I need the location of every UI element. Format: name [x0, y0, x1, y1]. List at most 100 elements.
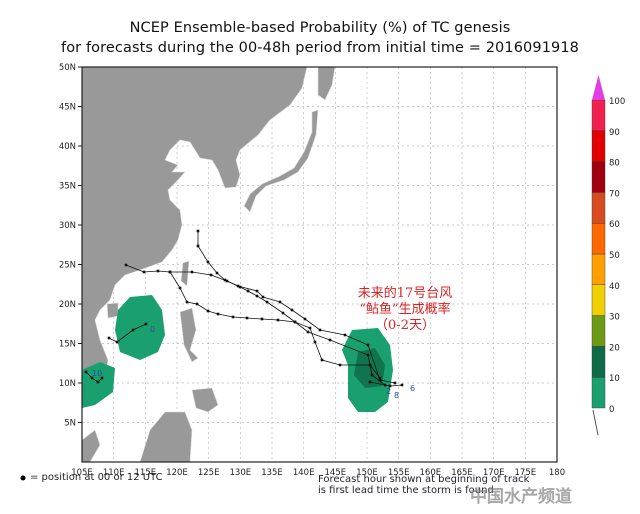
track-point — [278, 300, 282, 304]
track-point — [96, 380, 100, 384]
track-point — [231, 315, 235, 319]
colorbar-segment — [591, 161, 606, 193]
lon-label: 135E — [261, 468, 283, 478]
track-point — [190, 270, 194, 274]
lat-label: 10N — [59, 379, 76, 389]
track-point — [195, 302, 199, 306]
lon-label: 145E — [325, 468, 347, 478]
track-label: 6 — [410, 384, 415, 393]
note-line2: is first lead time the storm is found — [318, 485, 494, 496]
land-polygon — [106, 302, 119, 319]
track-point — [313, 340, 317, 344]
track-point — [206, 260, 210, 264]
probability-region — [82, 362, 115, 408]
track-point — [400, 383, 404, 387]
track-point — [318, 328, 322, 332]
track-point — [209, 273, 213, 277]
track-point — [388, 384, 392, 388]
colorbar-segment — [591, 222, 606, 255]
probability-shading — [82, 295, 393, 412]
probability-region — [354, 348, 385, 388]
annotation-line2: “鲇鱼”生成概率 — [359, 302, 451, 317]
colorbar-label: 0 — [609, 405, 614, 415]
land-polygon — [82, 67, 308, 399]
track-point — [303, 317, 307, 321]
track-label: 0 — [150, 325, 155, 334]
track-point — [366, 343, 370, 347]
track-point — [320, 358, 324, 362]
position-marker-icon — [20, 475, 26, 481]
track-line — [85, 371, 103, 383]
track-point — [185, 300, 189, 304]
track-point — [308, 326, 312, 330]
track-line — [197, 231, 386, 386]
forecast-note: Forecast hour shown at beginning of trac… — [318, 474, 529, 496]
track-point — [144, 322, 148, 326]
track-point — [90, 376, 94, 380]
lon-label: 140E — [293, 468, 315, 478]
genesis-annotation: 未来的17号台风 “鲇鱼”生成概率 （0-2天） — [345, 286, 465, 334]
track-point — [261, 295, 265, 299]
colorbar-label: 70 — [609, 189, 620, 199]
track-point — [196, 229, 200, 233]
land-polygon — [243, 109, 319, 213]
axis-ticks: 105E 110E 115E 120E 125E 130E 135E 140E 145E 150E… — [59, 63, 565, 478]
lat-label: 5N — [64, 419, 76, 429]
lon-label: 165E — [451, 468, 473, 478]
lon-label: 115E — [135, 468, 157, 478]
track-label: 10 — [92, 369, 102, 378]
colorbar-label: 30 — [609, 313, 620, 323]
track-point — [178, 286, 182, 290]
track-point — [206, 309, 210, 313]
colorbar-segment — [591, 284, 606, 316]
watermark: 中国水产频道 — [470, 487, 572, 507]
track-point — [142, 270, 146, 274]
land-polygon — [82, 429, 101, 462]
track-point — [368, 363, 372, 367]
land-polygon — [317, 67, 336, 101]
track-point — [255, 289, 259, 293]
track-point — [246, 289, 250, 293]
lat-label: 40N — [59, 142, 76, 152]
lon-label: 105E — [71, 468, 93, 478]
lat-label: 30N — [59, 221, 76, 231]
track-point — [124, 263, 128, 267]
lon-label: 130E — [230, 468, 252, 478]
land-masses — [82, 67, 336, 462]
colorbar-label: 40 — [609, 282, 620, 292]
track-point — [216, 312, 220, 316]
legend-text: = position at 00 or 12 UTC — [30, 472, 163, 483]
track-point — [215, 271, 219, 275]
track-point — [107, 336, 111, 340]
ensemble-tracks: 0 10 2 8 6 — [84, 229, 415, 400]
track-point — [238, 285, 242, 289]
track-point — [115, 340, 119, 344]
track-point — [378, 378, 382, 382]
lon-label: 110E — [103, 468, 125, 478]
land-polygon — [139, 411, 193, 462]
colorbar: 0 10 20 30 40 50 60 70 80 90 100 — [591, 75, 625, 436]
colorbar-segment — [591, 346, 606, 378]
lat-label: 50N — [59, 63, 76, 73]
probability-region — [115, 295, 165, 360]
land-polygon — [191, 387, 219, 413]
lat-label: 25N — [59, 261, 76, 271]
colorbar-segment — [591, 99, 606, 131]
lat-label: 15N — [59, 340, 76, 350]
colorbar-label: 50 — [609, 251, 620, 261]
track-point — [338, 363, 342, 367]
track-point — [368, 380, 372, 384]
lon-label: 155E — [388, 468, 410, 478]
track-line — [125, 264, 396, 384]
colorbar-label: 90 — [609, 128, 620, 138]
colorbar-under-line — [592, 409, 599, 436]
track-point — [366, 353, 370, 357]
track-point — [306, 330, 310, 334]
colorbar-segment — [591, 130, 606, 162]
track-point — [276, 318, 280, 322]
lon-label: 180 — [549, 468, 565, 478]
track-point — [393, 381, 397, 385]
track-label: 2 — [386, 387, 391, 396]
